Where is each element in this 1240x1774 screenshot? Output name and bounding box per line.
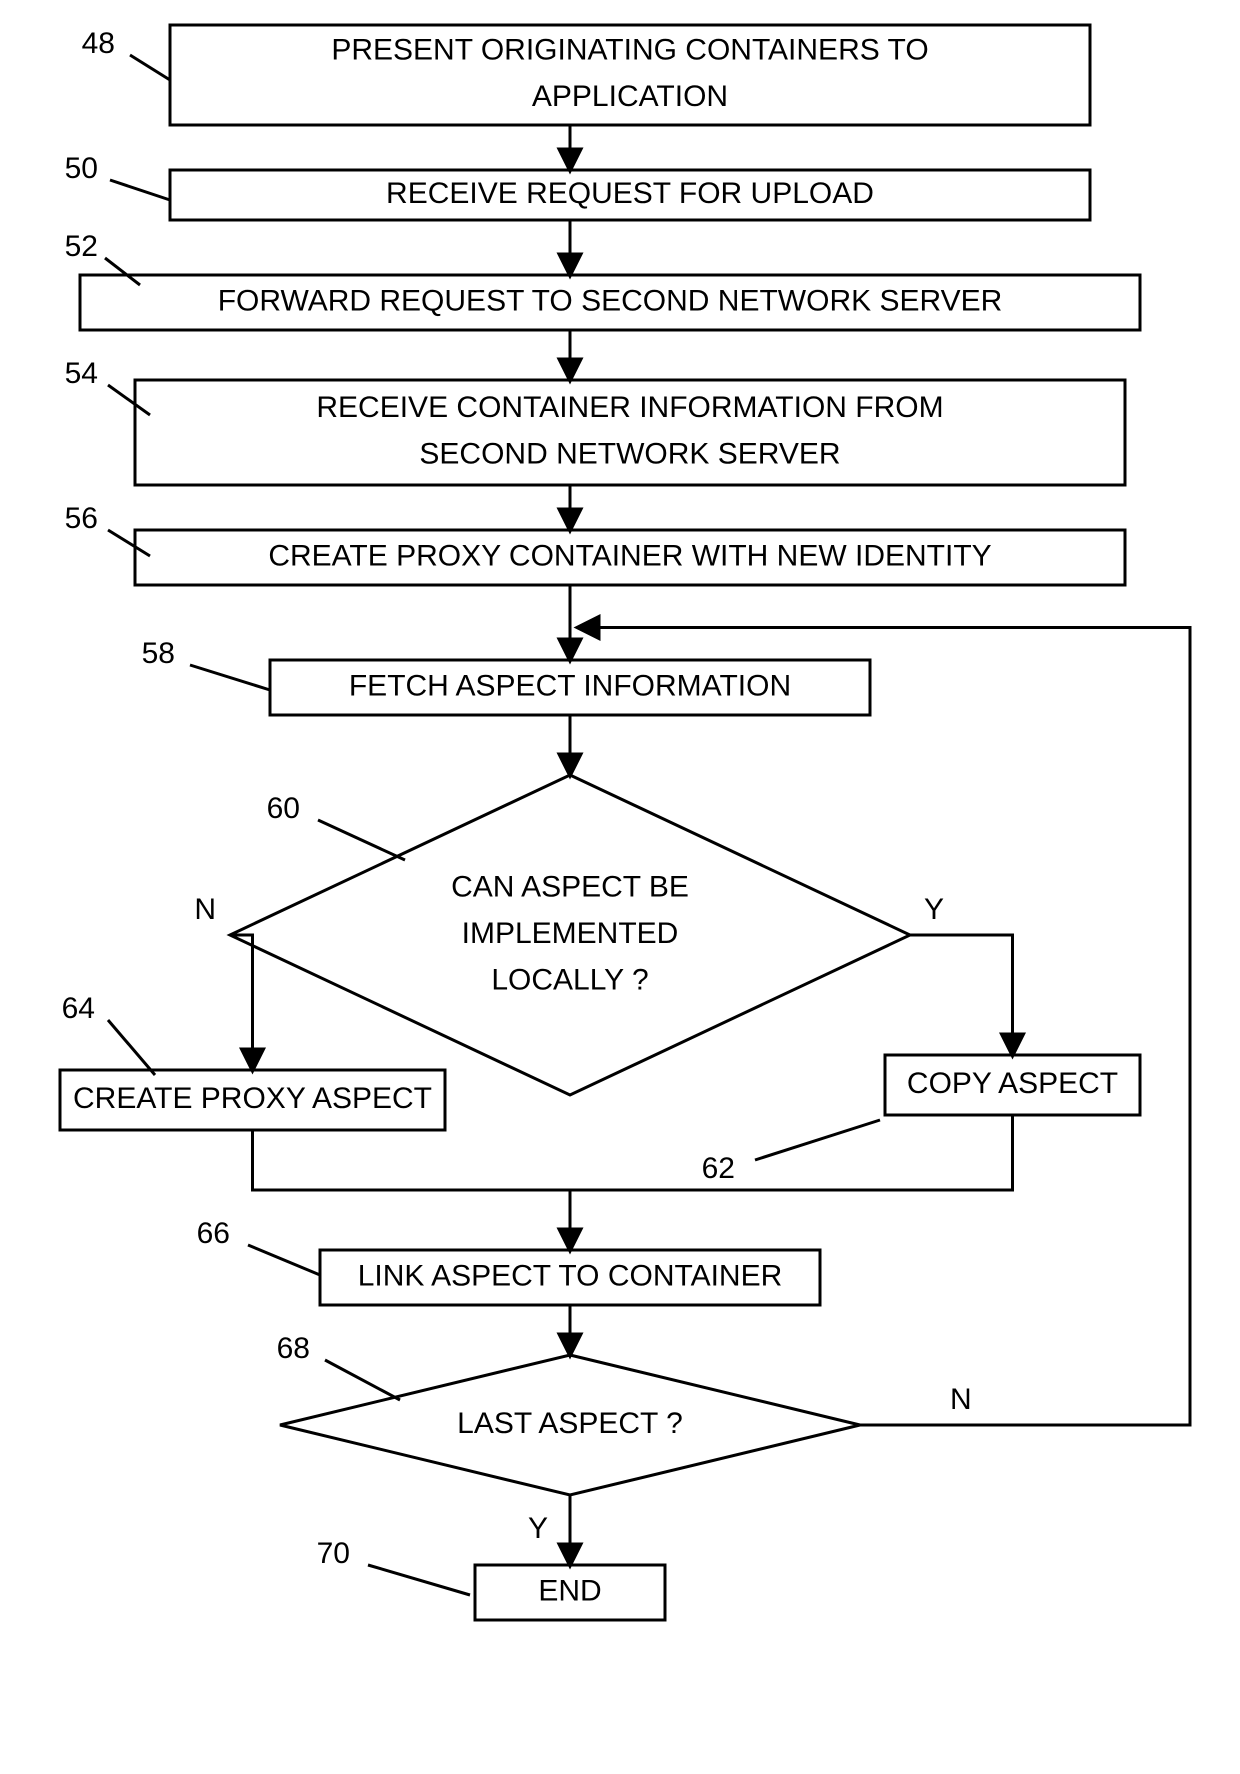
ref-label: 68 — [277, 1332, 310, 1365]
svg-text:LINK ASPECT TO CONTAINER: LINK ASPECT TO CONTAINER — [358, 1259, 783, 1292]
svg-text:PRESENT ORIGINATING CONTAINERS: PRESENT ORIGINATING CONTAINERS TO — [331, 34, 928, 67]
edge-label: N — [194, 893, 216, 926]
ref-label: 48 — [82, 27, 115, 60]
edge-label: N — [950, 1383, 972, 1416]
svg-text:APPLICATION: APPLICATION — [532, 80, 728, 113]
ref-label: 70 — [317, 1537, 350, 1570]
svg-text:LOCALLY ?: LOCALLY ? — [491, 963, 648, 996]
svg-text:LAST ASPECT ?: LAST ASPECT ? — [457, 1407, 683, 1440]
ref-label: 66 — [197, 1217, 230, 1250]
svg-text:FETCH ASPECT INFORMATION: FETCH ASPECT INFORMATION — [349, 669, 791, 702]
ref-leader — [248, 1245, 320, 1275]
ref-leader — [130, 55, 170, 80]
ref-label: 60 — [267, 792, 300, 825]
edge-label: Y — [924, 893, 944, 926]
svg-text:RECEIVE CONTAINER INFORMATION: RECEIVE CONTAINER INFORMATION FROM — [316, 391, 943, 424]
ref-label: 64 — [62, 992, 95, 1025]
svg-text:END: END — [538, 1574, 601, 1607]
svg-text:CAN ASPECT BE: CAN ASPECT BE — [451, 870, 689, 903]
ref-label: 58 — [142, 637, 175, 670]
flowchart-edge — [253, 1130, 571, 1190]
ref-label: 54 — [65, 357, 98, 390]
ref-leader — [755, 1120, 880, 1160]
svg-text:CREATE PROXY ASPECT: CREATE PROXY ASPECT — [73, 1082, 432, 1115]
ref-label: 56 — [65, 502, 98, 535]
ref-label: 62 — [702, 1152, 735, 1185]
ref-leader — [368, 1565, 470, 1595]
svg-text:FORWARD REQUEST TO SECOND NETW: FORWARD REQUEST TO SECOND NETWORK SERVER — [218, 284, 1003, 317]
svg-text:CREATE PROXY CONTAINER WITH NE: CREATE PROXY CONTAINER WITH NEW IDENTITY — [268, 539, 991, 572]
flowchart-edge — [570, 1115, 1013, 1190]
edge-label: Y — [528, 1512, 548, 1545]
svg-text:RECEIVE REQUEST FOR UPLOAD: RECEIVE REQUEST FOR UPLOAD — [386, 177, 874, 210]
flowchart-diagram: PRESENT ORIGINATING CONTAINERS TO APPLICA… — [0, 0, 1240, 1769]
ref-label: 52 — [65, 230, 98, 263]
flowchart-edge — [230, 935, 253, 1070]
svg-text:SECOND NETWORK SERVER: SECOND NETWORK SERVER — [419, 438, 840, 471]
ref-leader — [318, 820, 405, 860]
svg-text:COPY ASPECT: COPY ASPECT — [907, 1067, 1118, 1100]
ref-leader — [108, 1020, 155, 1075]
flowchart-edge — [910, 935, 1013, 1055]
ref-leader — [190, 665, 270, 690]
ref-leader — [110, 180, 170, 200]
ref-leader — [325, 1360, 400, 1400]
ref-label: 50 — [65, 152, 98, 185]
svg-text:IMPLEMENTED: IMPLEMENTED — [462, 917, 679, 950]
